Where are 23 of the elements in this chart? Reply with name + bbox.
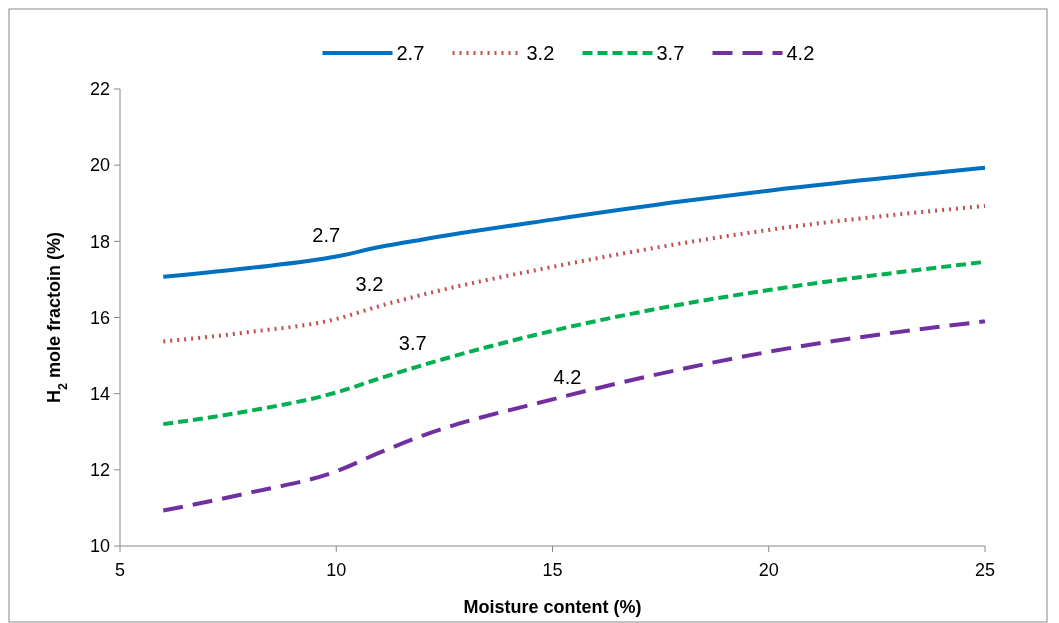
legend-label: 2.7	[396, 42, 425, 64]
legend-label: 3.7	[656, 42, 685, 64]
line-series	[161, 319, 987, 513]
x-tick-label: 25	[974, 560, 996, 580]
line-series	[161, 165, 987, 279]
y-tick-label: 22	[89, 79, 110, 100]
x-tick-label: 5	[114, 560, 126, 580]
text: 2.7	[312, 223, 341, 246]
text: 3.7	[398, 332, 427, 355]
y-tick-label: 20	[89, 155, 110, 176]
text: 3.2	[355, 273, 384, 296]
x-axis-title: Moisture content (%)	[463, 597, 642, 617]
legend-label: 3.2	[526, 42, 555, 64]
y-tick-label: 14	[89, 383, 110, 404]
x-tick-label: 20	[758, 560, 779, 580]
text: 4.2	[553, 366, 582, 389]
y-tick-label: 18	[89, 231, 110, 252]
x-tick-label: 15	[542, 560, 563, 580]
y-tick-label: 10	[89, 536, 110, 557]
y-tick-label: 16	[89, 307, 110, 328]
legend-label: 4.2	[786, 42, 815, 64]
x-tick-label: 10	[326, 560, 347, 580]
y-tick-label: 12	[89, 460, 110, 481]
